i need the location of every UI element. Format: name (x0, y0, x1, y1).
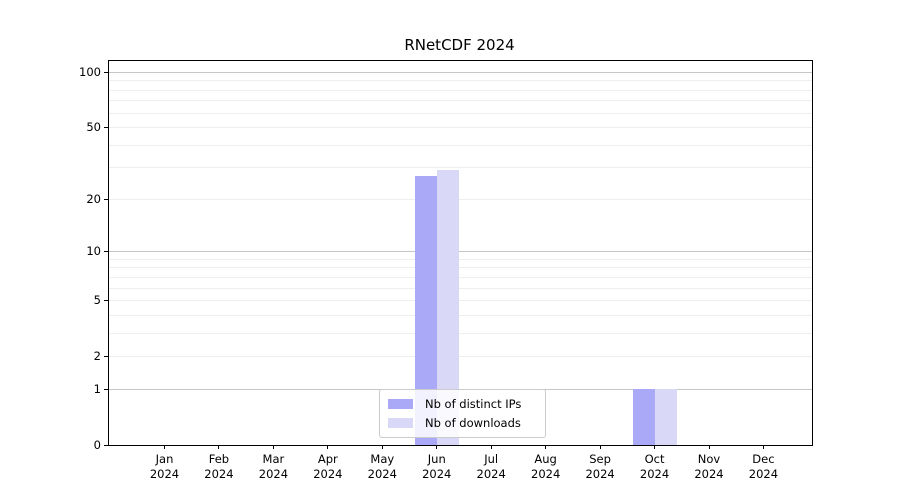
year-label: 2024 (585, 467, 615, 481)
x-axis-tick (545, 445, 547, 449)
x-axis-tick (654, 445, 656, 449)
chart-title: RNetCDF 2024 (404, 36, 515, 54)
y-axis-tick (104, 388, 108, 390)
x-axis-tick-label: May 2024 (352, 452, 412, 482)
month-label: Jan (155, 452, 174, 466)
x-axis-tick (436, 445, 438, 449)
gridline-minor (109, 300, 812, 302)
gridline-minor (109, 276, 812, 278)
x-axis-tick-label: Jan 2024 (135, 452, 195, 482)
gridline-minor (109, 198, 812, 200)
gridline-minor (109, 144, 812, 146)
month-label: Feb (208, 452, 230, 466)
gridline-minor (109, 314, 812, 316)
month-label: Dec (752, 452, 775, 466)
gridline-major (109, 251, 812, 253)
month-label: Sep (589, 452, 611, 466)
gridline-minor (109, 127, 812, 129)
month-label: May (370, 452, 395, 466)
x-axis-tick (708, 445, 710, 449)
bar-distinct-ips (414, 175, 437, 445)
y-axis-tick-label: 100 (79, 65, 101, 79)
y-axis-tick (104, 127, 108, 129)
x-axis-tick (762, 445, 764, 449)
x-axis-tick-label: Nov 2024 (679, 452, 739, 482)
bars-layer (109, 61, 812, 445)
gridline-minor (109, 89, 812, 91)
gridline-major (109, 72, 812, 73)
month-label: Jul (484, 452, 499, 466)
x-axis-tick (272, 445, 274, 449)
gridline-minor (109, 332, 812, 334)
month-label: Oct (644, 452, 665, 466)
gridline-minor (109, 287, 812, 289)
year-label: 2024 (313, 467, 343, 481)
month-label: Mar (262, 452, 285, 466)
y-axis-tick (104, 445, 108, 446)
x-axis-tick (381, 445, 383, 449)
plot-area: 100 50 20 10 5 2 1 0 Jan 2024 Feb 2024 Mar 2024 Apr 20… (79, 60, 813, 481)
year-label: 2024 (367, 467, 397, 481)
legend-swatch-downloads-icon (388, 417, 413, 428)
x-axis-tick (490, 445, 492, 449)
x-axis-tick (164, 445, 165, 449)
y-axis-tick-label: 0 (93, 438, 101, 452)
bar-distinct-ips (632, 388, 655, 445)
month-label: Aug (534, 452, 557, 466)
y-axis-tick (104, 300, 108, 302)
x-axis-tick-label: Jul 2024 (461, 452, 521, 482)
legend-item-distinct-ips: Nb of distinct IPs (388, 397, 537, 411)
x-axis-tick-label: Dec 2024 (733, 452, 793, 482)
y-axis-tick-label: 2 (93, 349, 101, 364)
bar-downloads (654, 388, 677, 445)
y-axis-tick (104, 356, 108, 358)
year-label: 2024 (531, 467, 561, 481)
gridline-minor (109, 258, 812, 260)
y-axis-tick-label: 1 (93, 381, 101, 396)
month-label: Nov (697, 452, 721, 466)
x-axis-tick-label: Oct 2024 (625, 452, 685, 482)
month-label: Jun (427, 452, 446, 466)
y-axis-tick (104, 198, 108, 200)
year-label: 2024 (694, 467, 724, 481)
x-axis-tick (599, 445, 601, 449)
month-label: Apr (317, 452, 338, 466)
x-axis-tick-label: Mar 2024 (243, 452, 303, 482)
legend-item-downloads: Nb of downloads (388, 416, 537, 430)
legend-label-distinct-ips: Nb of distinct IPs (425, 397, 522, 412)
y-axis-tick-label: 10 (86, 244, 101, 259)
x-axis-tick-label: Apr 2024 (298, 452, 358, 482)
gridline-minor (109, 100, 812, 102)
y-axis-tick-label: 5 (93, 293, 101, 308)
y-axis-tick (104, 251, 108, 253)
x-axis-tick-label: Aug 2024 (516, 452, 576, 482)
year-label: 2024 (639, 467, 670, 481)
gridline-minor (109, 112, 812, 114)
x-axis-tick (327, 445, 329, 449)
year-label: 2024 (748, 467, 779, 481)
gridline-minor (109, 356, 812, 358)
x-axis-tick-label: Jun 2024 (407, 452, 467, 482)
gridline-minor (109, 167, 812, 169)
gridline-minor (109, 80, 812, 82)
year-label: 2024 (422, 467, 452, 481)
year-label: 2024 (204, 467, 234, 481)
x-axis-tick (218, 445, 220, 449)
y-axis-tick-label: 50 (86, 120, 101, 135)
bar-downloads (436, 170, 459, 445)
legend: Nb of distinct IPs Nb of downloads (379, 389, 546, 438)
y-axis: 100 50 20 10 5 2 1 0 (79, 61, 812, 452)
year-label: 2024 (149, 467, 180, 481)
legend-label-downloads: Nb of downloads (425, 415, 521, 430)
y-axis-tick-label: 20 (86, 191, 101, 206)
x-axis-tick-label: Sep 2024 (570, 452, 630, 482)
legend-swatch-distinct-ips-icon (388, 399, 413, 410)
year-label: 2024 (258, 467, 289, 481)
gridline-minor (109, 267, 812, 269)
year-label: 2024 (476, 467, 506, 481)
x-axis-tick-label: Feb 2024 (189, 452, 249, 482)
y-axis-tick (104, 72, 108, 73)
x-axis: Jan 2024 Feb 2024 Mar 2024 Apr 2024 May 2024 Jun 20… (109, 61, 812, 481)
